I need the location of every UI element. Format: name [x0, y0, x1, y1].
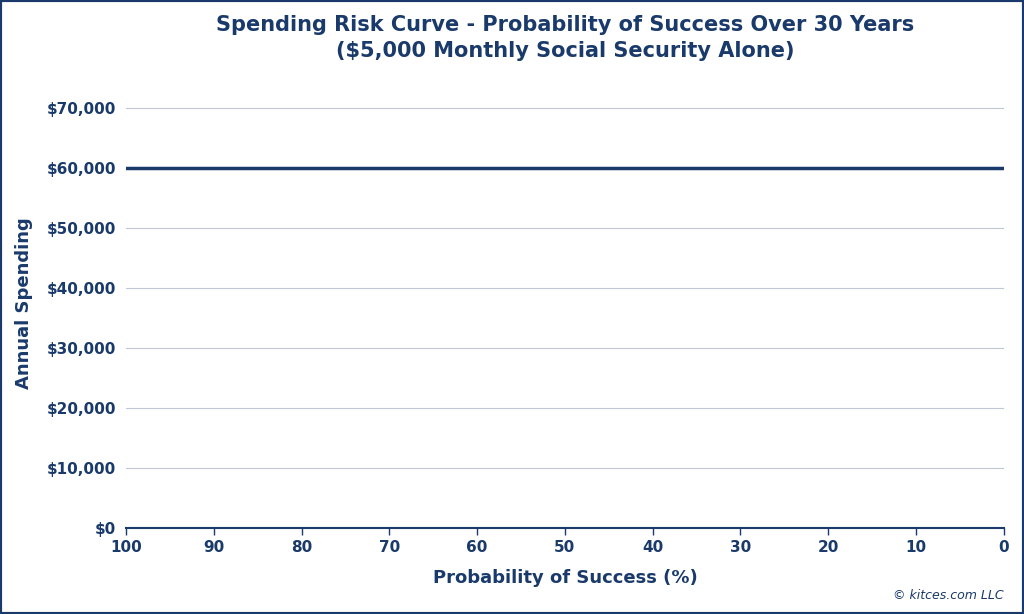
X-axis label: Probability of Success (%): Probability of Success (%)	[432, 569, 697, 587]
Title: Spending Risk Curve - Probability of Success Over 30 Years
($5,000 Monthly Socia: Spending Risk Curve - Probability of Suc…	[216, 15, 914, 61]
Y-axis label: Annual Spending: Annual Spending	[15, 217, 33, 389]
Text: © kitces.com LLC: © kitces.com LLC	[893, 589, 1004, 602]
